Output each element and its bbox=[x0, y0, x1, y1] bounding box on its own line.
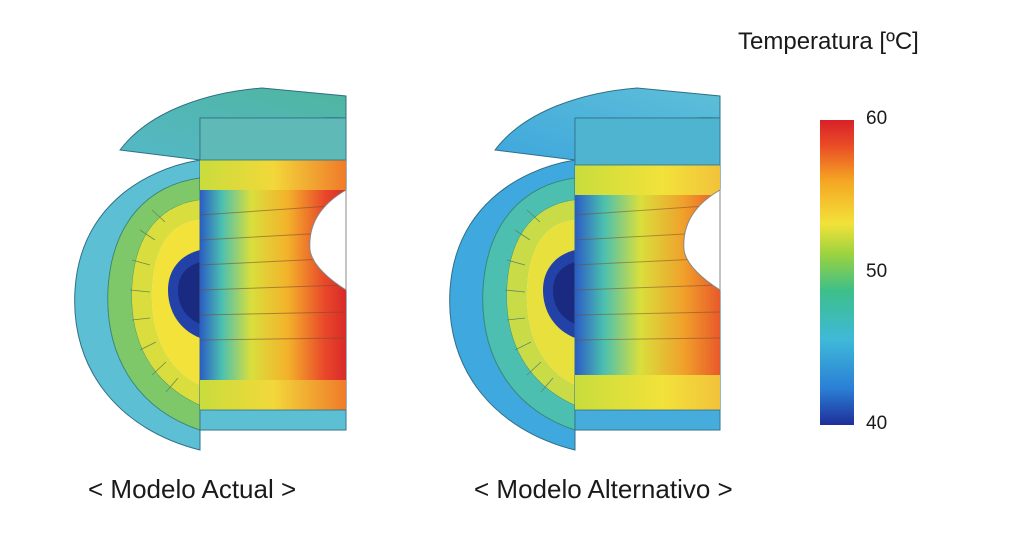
colorbar-tick-label: 60 bbox=[866, 108, 888, 129]
legend-title: Temperatura [ºC] bbox=[738, 28, 919, 55]
colorbar-tick-label: 40 bbox=[866, 413, 888, 434]
colorbar-tick-label: 50 bbox=[866, 260, 888, 282]
caption-modelo-alternativo: < Modelo Alternativo > bbox=[474, 474, 733, 504]
caption-modelo-actual: < Modelo Actual > bbox=[88, 474, 297, 504]
model-actual-render bbox=[74, 87, 347, 451]
colorbar bbox=[820, 120, 854, 425]
model-alternativo-render bbox=[449, 87, 721, 451]
